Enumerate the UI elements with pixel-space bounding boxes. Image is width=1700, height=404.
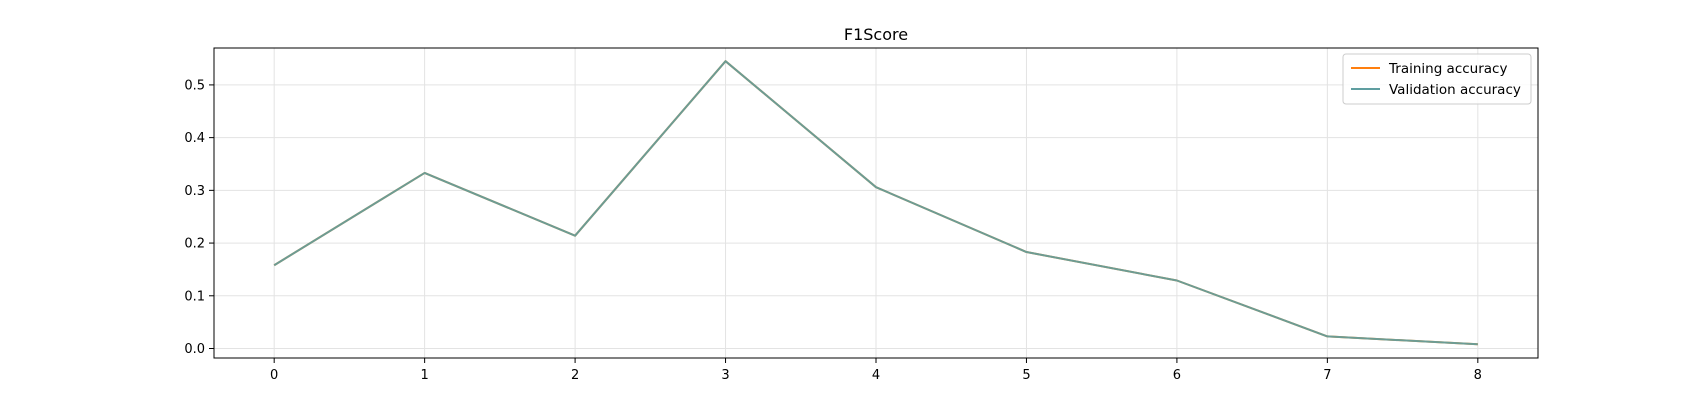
x-tick-label: 1 <box>420 368 428 383</box>
y-tick-label: 0.2 <box>184 237 205 252</box>
grid-lines <box>214 48 1538 358</box>
chart-title: F1Score <box>844 25 908 44</box>
y-tick-label: 0.3 <box>184 184 205 199</box>
y-tick-label: 0.0 <box>184 342 205 357</box>
x-tick-label: 8 <box>1474 368 1482 383</box>
x-tick-label: 7 <box>1323 368 1331 383</box>
x-tick-label: 0 <box>270 368 278 383</box>
y-tick-label: 0.5 <box>184 78 205 93</box>
legend: Training accuracy Validation accuracy <box>1342 53 1532 105</box>
legend-box <box>1342 53 1532 105</box>
y-axis: 0.0 0.1 0.2 0.3 0.4 0.5 <box>184 78 214 357</box>
x-tick-label: 4 <box>872 368 880 383</box>
legend-label: Validation accuracy <box>1389 82 1521 98</box>
y-tick-label: 0.4 <box>184 131 205 146</box>
x-tick-label: 2 <box>571 368 579 383</box>
series-lines <box>273 60 1478 346</box>
x-tick-label: 3 <box>721 368 729 383</box>
y-tick-label: 0.1 <box>184 289 205 304</box>
x-tick-label: 6 <box>1173 368 1181 383</box>
legend-label: Training accuracy <box>1388 61 1507 77</box>
x-axis: 0 1 2 3 4 5 6 7 8 <box>270 358 1482 383</box>
series-line-validation <box>273 60 1478 346</box>
x-tick-label: 5 <box>1022 368 1030 383</box>
